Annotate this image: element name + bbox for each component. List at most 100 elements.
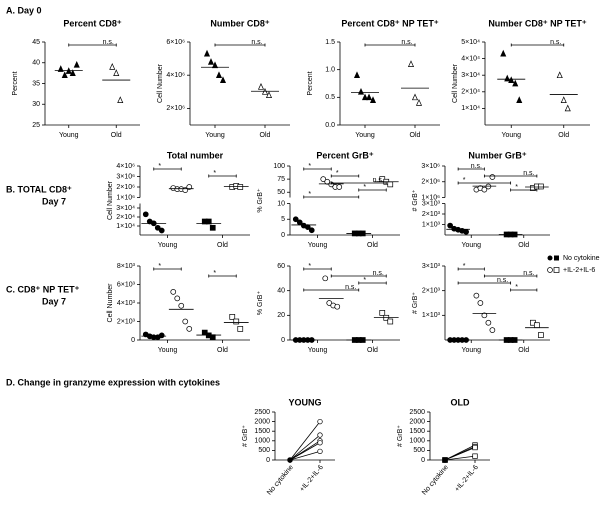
y-tick-label: 0.0	[325, 122, 335, 129]
data-point	[538, 183, 544, 190]
y-tick-label: 0	[266, 457, 270, 464]
chart-title: OLD	[451, 397, 470, 407]
data-point	[411, 93, 419, 101]
y-tick-label: 1×10³	[422, 312, 441, 319]
y-tick-label: 1×10⁴	[461, 105, 480, 112]
data-point	[477, 300, 484, 306]
data-point	[336, 184, 343, 190]
y-tick-label: 3×10³	[422, 200, 441, 207]
y-tick-label: 1500	[409, 428, 425, 435]
series-line	[444, 455, 476, 461]
significance-label: n.s.	[523, 270, 534, 277]
data-point	[186, 184, 193, 190]
data-point	[215, 71, 223, 79]
y-tick-label: 0	[281, 232, 285, 239]
section-label: Day 7	[42, 296, 66, 306]
data-point	[560, 96, 567, 103]
x-tick-label: Old	[410, 132, 421, 139]
data-point	[489, 174, 496, 180]
data-point	[117, 96, 124, 103]
y-tick-label: 0	[131, 337, 135, 344]
data-point	[308, 227, 315, 234]
legend-label: +IL-2+IL-6	[563, 267, 595, 274]
x-tick-label: No cytokine	[421, 464, 450, 497]
data-point	[207, 58, 215, 65]
y-tick-label: 0	[421, 457, 425, 464]
y-tick-label: 2000	[409, 418, 425, 425]
significance-label: *	[158, 163, 161, 170]
significance-label: *	[308, 163, 311, 170]
y-axis-label: Percent	[12, 71, 19, 95]
data-point	[334, 303, 341, 310]
data-point	[472, 444, 478, 451]
data-point	[516, 96, 523, 103]
data-point	[219, 76, 227, 84]
data-point	[317, 432, 323, 438]
significance-label: *	[363, 184, 366, 191]
data-point	[73, 60, 80, 68]
significance-label: n.s.	[550, 39, 561, 46]
significance-label: n.s.	[103, 39, 114, 46]
y-tick-label: 20	[277, 312, 285, 319]
y-tick-label: 4×10³	[117, 300, 136, 307]
legend-marker	[547, 255, 553, 261]
data-point	[57, 65, 64, 72]
y-tick-label: 60	[277, 263, 285, 270]
y-tick-label: 4×10⁴	[461, 55, 480, 62]
data-point	[257, 82, 265, 90]
significance-label: n.s.	[497, 277, 508, 284]
x-tick-label: Young	[308, 347, 328, 354]
y-tick-label: 2×10⁶	[166, 105, 185, 112]
data-point	[357, 87, 365, 95]
data-point	[317, 440, 323, 446]
chart-title: Percent CD8⁺	[63, 18, 122, 28]
significance-label: *	[515, 184, 518, 191]
x-tick-label: Old	[558, 132, 569, 139]
series-line	[289, 450, 321, 461]
data-point	[365, 93, 373, 101]
legend-marker	[554, 255, 559, 261]
y-axis-label: % GrB⁺	[257, 188, 264, 213]
significance-label: *	[363, 277, 366, 284]
series-line	[289, 421, 321, 461]
chart-title: Percent CD8⁺ NP TET⁺	[341, 18, 439, 28]
data-point	[361, 93, 369, 101]
data-point	[407, 60, 415, 67]
y-axis-label: Cell Number	[107, 180, 114, 220]
y-tick-label: 50	[277, 189, 285, 196]
y-tick-label: 2500	[409, 409, 425, 416]
significance-label: *	[158, 263, 161, 270]
chart-title: YOUNG	[288, 397, 321, 407]
significance-label: *	[213, 170, 216, 177]
data-point	[317, 448, 323, 455]
data-point	[442, 457, 448, 463]
y-axis-label: # GrB⁺	[412, 189, 419, 211]
y-tick-label: 2500	[254, 409, 270, 416]
data-point	[265, 91, 273, 98]
significance-label: *	[308, 263, 311, 270]
data-point	[158, 332, 165, 339]
data-point	[178, 302, 185, 309]
significance-label: *	[515, 284, 518, 291]
chart-title: Percent GrB⁺	[316, 150, 374, 160]
data-point	[489, 327, 496, 333]
data-point	[500, 49, 507, 57]
data-point	[209, 224, 216, 231]
data-point	[556, 71, 563, 79]
x-tick-label: Old	[260, 132, 271, 139]
y-tick-label: 4×10⁶	[166, 72, 185, 79]
y-axis-label: % GrB⁺	[257, 291, 264, 316]
x-tick-label: Old	[518, 242, 529, 249]
y-axis-label: # GrB⁺	[412, 292, 419, 314]
data-point	[447, 222, 453, 229]
y-tick-label: 2×10⁴	[116, 214, 135, 221]
data-point	[211, 61, 219, 69]
data-point	[158, 227, 165, 234]
data-point	[209, 334, 216, 341]
data-point	[353, 71, 361, 79]
y-axis-label: Cell Number	[452, 63, 459, 103]
x-tick-label: Young	[461, 242, 481, 249]
x-tick-label: Old	[518, 347, 529, 354]
y-tick-label: 30	[32, 101, 40, 108]
